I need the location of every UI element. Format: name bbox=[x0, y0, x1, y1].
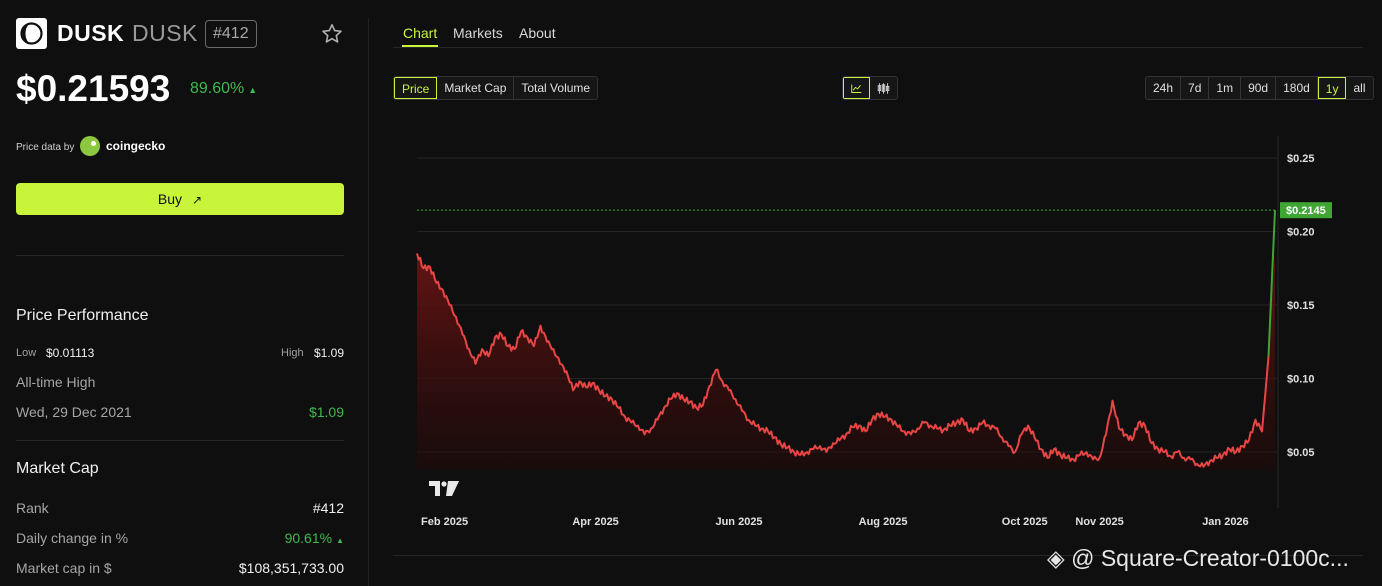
market-cap-title: Market Cap bbox=[16, 460, 99, 477]
range-all-button[interactable]: all bbox=[1353, 81, 1366, 95]
rank-label: Rank bbox=[16, 500, 49, 516]
x-tick-label: Aug 2025 bbox=[859, 516, 908, 528]
tab-markets[interactable]: Markets bbox=[453, 25, 503, 41]
ath-label: All-time High bbox=[16, 374, 96, 390]
range-1m-button[interactable]: 1m bbox=[1209, 77, 1242, 99]
y-tick-label: $0.05 bbox=[1287, 447, 1315, 459]
metric-selector: Price Market Cap Total Volume bbox=[393, 76, 599, 100]
daily-change-number: 90.61% bbox=[284, 530, 333, 546]
up-triangle-icon: ▲ bbox=[248, 85, 258, 95]
coin-name: DUSK bbox=[132, 20, 198, 46]
rank-badge: #412 bbox=[205, 20, 257, 48]
coin-info-panel: DUSK DUSK #412 $0.21593 89.60% ▲ Price da… bbox=[0, 0, 368, 586]
low-label: Low bbox=[16, 347, 37, 359]
dusk-logo bbox=[16, 18, 47, 49]
ath-date: Wed, 29 Dec 2021 bbox=[16, 404, 132, 420]
line-chart-icon[interactable] bbox=[843, 77, 870, 99]
current-price: $0.21593 bbox=[16, 68, 171, 109]
x-tick-label: Oct 2025 bbox=[1002, 516, 1048, 528]
panel-divider bbox=[368, 18, 369, 586]
price-performance-title: Price Performance bbox=[16, 307, 149, 324]
price-change-percent: 89.60% ▲ bbox=[190, 80, 257, 98]
y-tick-label: $0.20 bbox=[1287, 227, 1315, 239]
price-change-value: 89.60% bbox=[190, 80, 245, 97]
x-tick-label: Jan 2026 bbox=[1202, 516, 1248, 528]
price-area-fill bbox=[417, 253, 1275, 470]
price-data-label: Price data by bbox=[16, 142, 75, 153]
coingecko-icon bbox=[80, 136, 100, 156]
x-tick-label: Nov 2025 bbox=[1075, 516, 1123, 528]
range-1y-button[interactable]: 1y bbox=[1317, 77, 1347, 99]
market-cap-label: Market cap in $ bbox=[16, 560, 112, 576]
up-triangle-icon: ▲ bbox=[336, 536, 344, 545]
buy-button[interactable]: Buy ↗ bbox=[16, 183, 344, 215]
provider-name[interactable]: coingecko bbox=[106, 139, 166, 153]
x-tick-label: Feb 2025 bbox=[421, 516, 468, 528]
current-price-tag-text: $0.2145 bbox=[1286, 205, 1326, 217]
current-price-tag: $0.2145 bbox=[1280, 202, 1332, 219]
chart-bottom-divider bbox=[393, 555, 1363, 556]
range-90d-button[interactable]: 90d bbox=[1241, 77, 1277, 99]
high-label: High bbox=[281, 347, 304, 359]
coin-symbol: DUSK bbox=[57, 20, 125, 46]
watermark: ◈ @ Square-Creator-0100c... bbox=[1047, 545, 1349, 572]
tradingview-logo bbox=[429, 481, 459, 496]
range-7d-button[interactable]: 7d bbox=[1181, 77, 1210, 99]
active-tab-indicator bbox=[402, 45, 438, 47]
range-180d-button[interactable]: 180d bbox=[1276, 77, 1318, 99]
star-icon[interactable] bbox=[320, 22, 344, 46]
x-tick-label: Jun 2025 bbox=[715, 516, 762, 528]
metric-market-cap-button[interactable]: Market Cap bbox=[437, 77, 515, 99]
arrow-up-right-icon: ↗ bbox=[192, 193, 203, 207]
range-selector: 24h 7d 1m 90d 180d 1y all bbox=[1145, 76, 1374, 100]
rank-value: #412 bbox=[312, 500, 344, 516]
daily-change-label: Daily change in % bbox=[16, 530, 129, 546]
watermark-text: @ Square-Creator-0100c... bbox=[1071, 545, 1349, 571]
y-tick-label: $0.10 bbox=[1287, 374, 1315, 386]
price-line-latest bbox=[1267, 210, 1276, 357]
buy-label: Buy bbox=[157, 191, 183, 207]
y-tick-label: $0.25 bbox=[1287, 153, 1315, 165]
y-tick-label: $0.15 bbox=[1287, 300, 1315, 312]
candlestick-icon[interactable] bbox=[870, 77, 897, 99]
divider bbox=[16, 255, 344, 256]
metric-price-button[interactable]: Price bbox=[394, 77, 438, 99]
daily-change-value: 90.61% ▲ bbox=[285, 530, 344, 546]
market-cap-value: $108,351,733.00 bbox=[238, 560, 344, 576]
tab-chart[interactable]: Chart bbox=[403, 25, 438, 41]
divider bbox=[16, 440, 344, 441]
chart-style-selector bbox=[842, 76, 898, 100]
ath-value: $1.09 bbox=[308, 404, 344, 420]
tabs-divider bbox=[393, 47, 1363, 48]
range-24h-button[interactable]: 24h bbox=[1146, 77, 1182, 99]
tab-about[interactable]: About bbox=[519, 25, 556, 41]
price-line bbox=[416, 253, 1270, 468]
metric-total-volume-button[interactable]: Total Volume bbox=[521, 81, 591, 95]
high-value: $1.09 bbox=[314, 346, 345, 360]
low-value: $0.01113 bbox=[46, 346, 95, 360]
binance-icon: ◈ bbox=[1047, 545, 1065, 571]
x-tick-label: Apr 2025 bbox=[572, 516, 618, 528]
